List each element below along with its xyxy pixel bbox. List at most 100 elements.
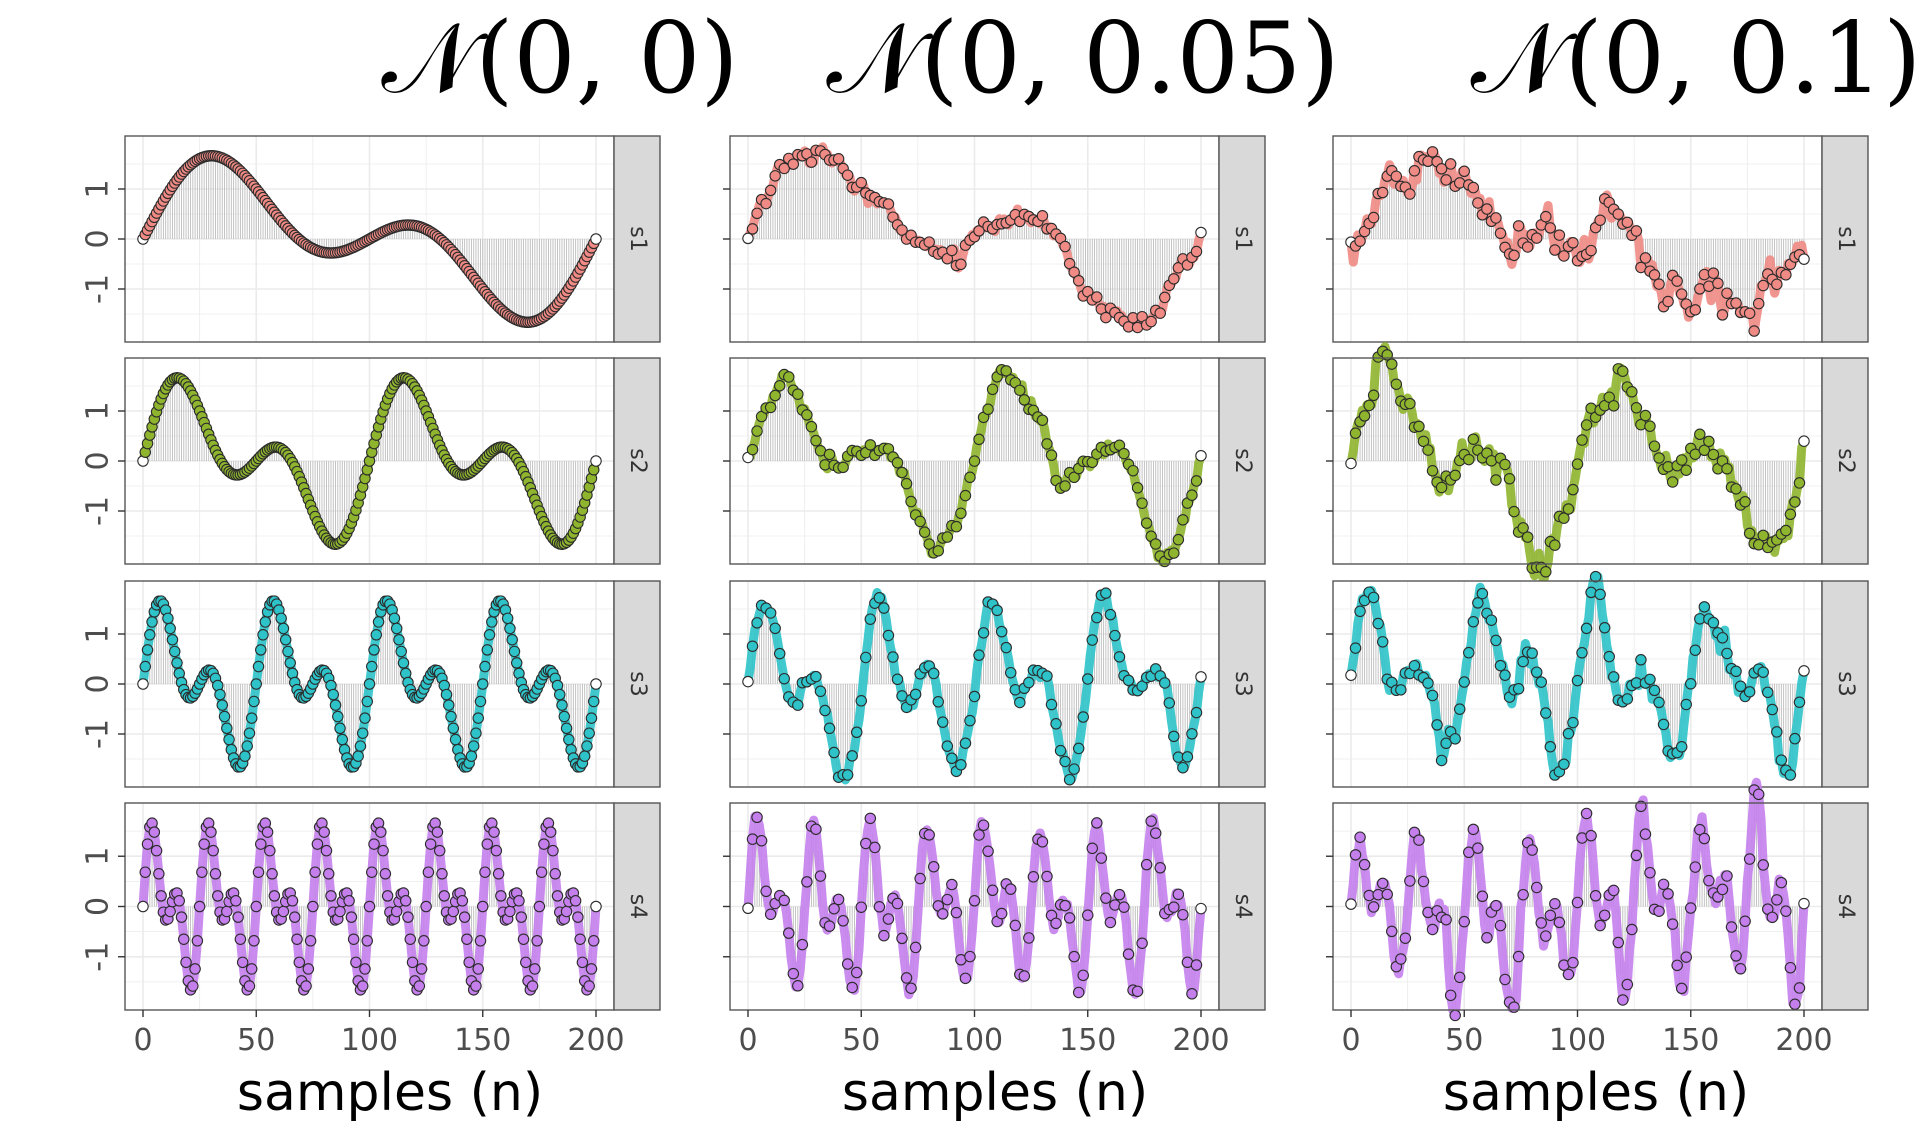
data-point bbox=[1535, 676, 1548, 688]
data-point bbox=[1757, 279, 1769, 292]
series-points bbox=[1345, 784, 1810, 1022]
facet-strip-label: s4 bbox=[625, 894, 650, 919]
data-point bbox=[1694, 823, 1706, 836]
data-point bbox=[230, 895, 242, 907]
data-point bbox=[390, 622, 403, 635]
y-tick-label: -1 bbox=[81, 496, 116, 526]
data-point bbox=[510, 657, 523, 669]
data-point bbox=[1168, 547, 1180, 559]
data-point bbox=[1036, 836, 1049, 848]
data-point bbox=[243, 727, 256, 739]
data-point bbox=[1140, 517, 1153, 529]
data-point bbox=[828, 746, 840, 759]
data-point bbox=[814, 870, 827, 882]
data-point bbox=[832, 893, 845, 906]
data-point bbox=[1440, 913, 1452, 926]
x-tick-label: 150 bbox=[454, 1023, 511, 1058]
data-point bbox=[1145, 315, 1157, 328]
data-point bbox=[950, 906, 963, 919]
data-point bbox=[1431, 719, 1443, 731]
data-point bbox=[837, 461, 849, 474]
data-point bbox=[366, 866, 378, 878]
data-point bbox=[1195, 226, 1207, 239]
data-point bbox=[1113, 651, 1126, 663]
data-point bbox=[1798, 435, 1810, 447]
data-point bbox=[746, 640, 759, 652]
data-point bbox=[1467, 181, 1480, 194]
data-point bbox=[1122, 674, 1135, 687]
data-point bbox=[1567, 237, 1579, 249]
data-point bbox=[1186, 728, 1198, 740]
series-points bbox=[742, 811, 1207, 1000]
data-point bbox=[1063, 773, 1076, 786]
series-points bbox=[137, 595, 602, 773]
data-point bbox=[245, 963, 258, 975]
series-points bbox=[137, 372, 602, 550]
data-point bbox=[1072, 274, 1085, 287]
data-point bbox=[209, 868, 222, 880]
data-point bbox=[275, 612, 287, 625]
facet-strip-label: s2 bbox=[1230, 448, 1255, 473]
data-point bbox=[1621, 978, 1634, 991]
data-point bbox=[1653, 452, 1665, 464]
y-tick-label: 0 bbox=[81, 674, 116, 693]
facet-strip-label: s2 bbox=[625, 448, 650, 473]
data-point bbox=[959, 737, 972, 749]
data-point bbox=[1526, 647, 1538, 659]
data-point bbox=[760, 197, 772, 210]
data-point bbox=[1122, 948, 1135, 960]
data-point bbox=[1508, 249, 1520, 262]
series-points bbox=[137, 817, 602, 996]
data-point bbox=[1494, 227, 1507, 240]
data-point bbox=[508, 645, 521, 658]
data-point bbox=[1404, 397, 1416, 410]
data-point bbox=[578, 750, 591, 762]
data-point bbox=[1780, 524, 1792, 537]
data-point bbox=[1743, 307, 1756, 320]
data-point bbox=[1091, 291, 1103, 303]
data-point bbox=[751, 425, 763, 437]
data-point bbox=[1540, 707, 1552, 719]
data-point bbox=[1707, 267, 1720, 279]
data-point bbox=[973, 649, 985, 661]
x-tick-label: 100 bbox=[341, 1023, 398, 1058]
data-point bbox=[1408, 165, 1421, 177]
data-point bbox=[792, 980, 804, 992]
data-point bbox=[535, 866, 548, 878]
data-point bbox=[481, 838, 494, 850]
data-point bbox=[973, 225, 985, 237]
data-point bbox=[581, 740, 593, 752]
data-point bbox=[377, 844, 389, 857]
data-point bbox=[1689, 644, 1702, 656]
data-point bbox=[418, 935, 430, 947]
data-point bbox=[1644, 673, 1656, 686]
data-point bbox=[504, 622, 516, 635]
data-point bbox=[207, 844, 219, 857]
data-point bbox=[1018, 970, 1031, 982]
data-point bbox=[490, 844, 503, 857]
data-point bbox=[1149, 538, 1162, 550]
data-point bbox=[250, 678, 263, 690]
data-point bbox=[1793, 696, 1806, 708]
data-point bbox=[1354, 605, 1366, 618]
data-point bbox=[248, 695, 260, 708]
data-point bbox=[1716, 632, 1729, 644]
data-point bbox=[576, 956, 589, 969]
data-point bbox=[1104, 916, 1117, 929]
data-point bbox=[248, 935, 260, 947]
data-point bbox=[472, 712, 484, 724]
data-point bbox=[1472, 597, 1484, 609]
data-point bbox=[964, 714, 976, 727]
data-point bbox=[1621, 216, 1634, 229]
data-point bbox=[558, 710, 571, 723]
data-point bbox=[1512, 950, 1525, 963]
data-point bbox=[810, 670, 822, 683]
data-point bbox=[1104, 608, 1117, 621]
data-point bbox=[909, 688, 922, 701]
data-point bbox=[148, 826, 161, 838]
data-point bbox=[456, 895, 469, 907]
data-point bbox=[436, 868, 448, 880]
data-point bbox=[1612, 936, 1625, 949]
data-point bbox=[560, 905, 573, 918]
data-point bbox=[805, 420, 818, 433]
